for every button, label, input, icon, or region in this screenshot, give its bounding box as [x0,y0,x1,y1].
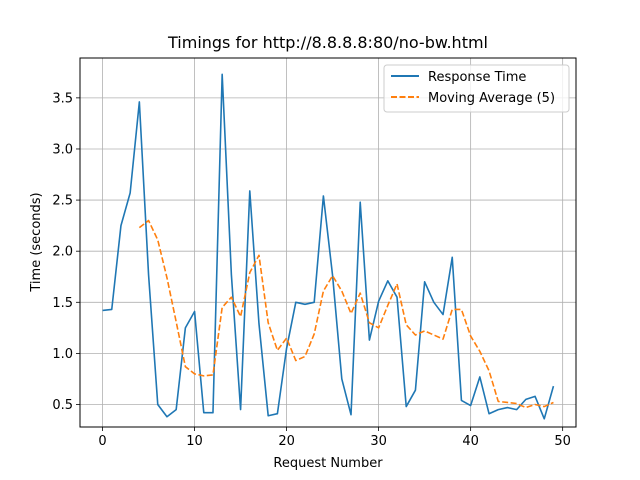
response-time-line [102,73,555,420]
y-tick-label: 3.0 [52,142,73,157]
moving-average-line [138,219,554,409]
y-tick-label: 2.0 [52,245,73,260]
legend-label-moving-average: Moving Average (5) [428,91,555,106]
y-tick-label: 1.5 [52,296,73,311]
legend: Response Time Moving Average (5) [383,64,570,113]
y-tick-label: 1.0 [52,347,73,362]
x-tick-label: 0 [98,434,106,449]
x-axis-label: Request Number [273,456,383,471]
chart-title: Timings for http://8.8.8.8:80/no-bw.html [167,33,488,52]
x-tick-label: 20 [278,434,295,449]
plot-frame [79,57,577,428]
y-tick-label: 2.5 [52,194,73,209]
grid-layer [80,58,576,427]
legend-label-response-time: Response Time [428,70,526,85]
x-tick-label: 30 [370,434,387,449]
x-tick-label: 10 [186,434,203,449]
y-tick-label: 0.5 [52,398,73,413]
y-axis-label: Time (seconds) [29,192,44,292]
ticks-layer: 0 10 20 30 40 50 0.5 1.0 1.5 2.0 2.5 3.0 3.5 [52,91,571,449]
series-layer [102,73,555,420]
x-tick-label: 50 [554,434,571,449]
x-tick-label: 40 [462,434,479,449]
y-tick-label: 3.5 [52,91,73,106]
legend-box [383,64,570,113]
